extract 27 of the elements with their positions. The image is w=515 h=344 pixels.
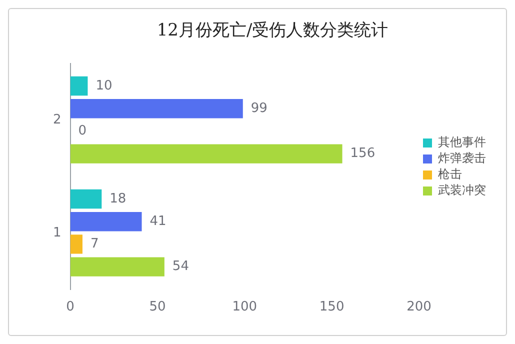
y-tick-label: 1 — [52, 225, 62, 240]
bar — [70, 212, 142, 232]
bar — [70, 234, 82, 254]
legend-label: 炸弹袭击 — [438, 151, 486, 166]
x-tick-label: 50 — [149, 300, 166, 315]
data-label: 99 — [250, 100, 268, 116]
legend-label: 武装冲突 — [438, 183, 486, 198]
bar — [70, 257, 164, 276]
bar — [70, 189, 102, 209]
bar — [70, 144, 342, 164]
x-tick-label: 100 — [232, 300, 258, 315]
data-label: 156 — [350, 146, 376, 162]
bar — [70, 76, 88, 96]
bar — [70, 98, 243, 118]
x-tick-label: 0 — [66, 300, 74, 315]
legend-label: 其他事件 — [438, 135, 486, 150]
data-label: 0 — [78, 124, 87, 139]
data-label: 54 — [172, 259, 189, 274]
data-label: 7 — [90, 236, 99, 252]
y-tick-label: 2 — [52, 112, 62, 128]
legend-label: 枪击 — [438, 167, 462, 182]
data-label: 10 — [96, 78, 112, 94]
data-label: 18 — [110, 191, 126, 206]
x-tick-label: 150 — [319, 300, 344, 315]
chart-title: 12月份死亡/受伤人数分类统计 — [156, 20, 388, 41]
x-tick-label: 200 — [406, 300, 432, 315]
data-label: 41 — [150, 214, 166, 229]
